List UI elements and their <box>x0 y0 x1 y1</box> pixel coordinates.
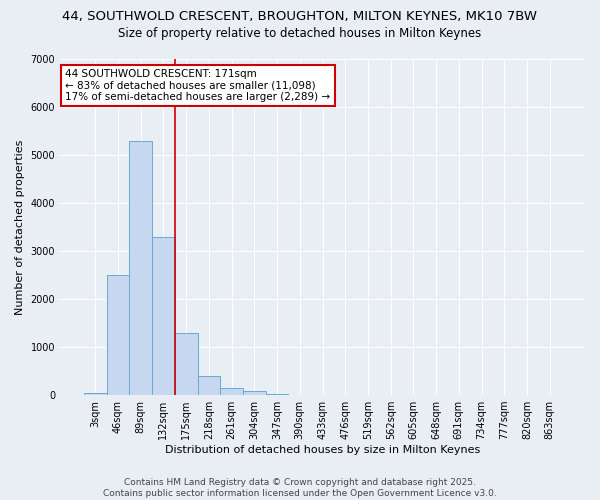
Bar <box>266 394 289 395</box>
Text: Size of property relative to detached houses in Milton Keynes: Size of property relative to detached ho… <box>118 28 482 40</box>
Bar <box>152 236 175 395</box>
Bar <box>107 275 130 395</box>
Text: 44, SOUTHWOLD CRESCENT, BROUGHTON, MILTON KEYNES, MK10 7BW: 44, SOUTHWOLD CRESCENT, BROUGHTON, MILTO… <box>62 10 538 23</box>
Text: Contains HM Land Registry data © Crown copyright and database right 2025.
Contai: Contains HM Land Registry data © Crown c… <box>103 478 497 498</box>
Y-axis label: Number of detached properties: Number of detached properties <box>15 140 25 314</box>
Text: 44 SOUTHWOLD CRESCENT: 171sqm
← 83% of detached houses are smaller (11,098)
17% : 44 SOUTHWOLD CRESCENT: 171sqm ← 83% of d… <box>65 69 331 102</box>
Bar <box>84 392 107 395</box>
Bar <box>197 376 220 395</box>
Bar <box>175 332 197 395</box>
Bar <box>243 391 266 395</box>
Bar <box>130 140 152 395</box>
X-axis label: Distribution of detached houses by size in Milton Keynes: Distribution of detached houses by size … <box>165 445 480 455</box>
Bar <box>220 388 243 395</box>
